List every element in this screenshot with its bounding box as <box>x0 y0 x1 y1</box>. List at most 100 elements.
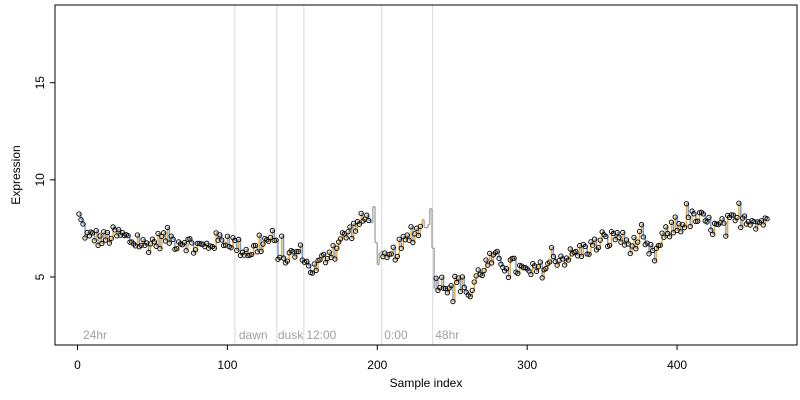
data-point <box>565 257 572 263</box>
data-point <box>509 255 515 262</box>
data-point <box>670 230 676 236</box>
data-point <box>467 293 473 300</box>
data-point <box>249 251 255 258</box>
data-point <box>89 230 96 236</box>
data-point <box>235 236 242 243</box>
data-point <box>528 271 534 278</box>
data-point <box>459 274 466 280</box>
data-point <box>448 282 454 289</box>
data-point <box>635 239 641 245</box>
data-point <box>659 230 665 236</box>
data-point <box>294 248 300 255</box>
data-point <box>532 263 538 269</box>
data-point <box>330 243 336 249</box>
data-point <box>681 225 688 231</box>
data-point <box>548 245 555 251</box>
data-point <box>164 224 171 231</box>
data-point <box>398 245 404 251</box>
data-point <box>633 246 639 252</box>
phase-annotation: 48hr <box>435 328 459 342</box>
phase-annotation: 12:00 <box>306 328 336 342</box>
data-point <box>181 239 187 246</box>
data-point <box>503 266 510 272</box>
data-point <box>554 262 560 268</box>
data-point <box>736 200 742 206</box>
data-point <box>471 279 477 285</box>
data-point <box>134 232 141 238</box>
data-point <box>668 219 675 225</box>
data-point <box>661 234 667 240</box>
phase-annotation: dawn <box>239 328 268 342</box>
data-point <box>586 251 592 257</box>
data-point <box>260 241 266 247</box>
x-tick-label: 100 <box>217 358 237 372</box>
data-point <box>469 287 475 294</box>
data-point <box>198 241 204 247</box>
x-tick-label: 400 <box>667 358 687 372</box>
data-point <box>161 230 167 236</box>
data-point <box>741 213 748 219</box>
data-point <box>417 223 424 230</box>
data-point <box>132 243 139 249</box>
data-point <box>390 244 396 250</box>
data-point <box>496 255 502 261</box>
data-point <box>505 274 512 280</box>
data-point <box>488 260 495 266</box>
data-point <box>404 232 410 238</box>
data-point <box>280 255 287 261</box>
data-point <box>683 201 690 207</box>
data-point <box>704 219 710 225</box>
data-points <box>76 200 770 305</box>
data-point <box>99 240 105 247</box>
data-point <box>309 270 316 276</box>
data-point <box>194 240 201 246</box>
data-point <box>433 275 439 281</box>
data-point <box>101 229 107 235</box>
data-point <box>539 275 545 281</box>
data-point <box>597 237 603 243</box>
data-point <box>228 245 234 251</box>
y-tick-label: 10 <box>33 173 47 187</box>
plot-frame <box>54 4 798 346</box>
y-axis-title: Expression <box>9 145 23 204</box>
data-point <box>326 249 332 255</box>
data-point <box>678 229 684 235</box>
data-point <box>437 284 443 291</box>
data-point <box>102 237 109 243</box>
data-point <box>408 224 414 230</box>
data-point <box>234 247 240 253</box>
data-point <box>254 249 261 255</box>
data-point <box>304 258 310 264</box>
data-point <box>334 245 340 251</box>
data-point <box>82 235 88 241</box>
data-point <box>273 237 279 243</box>
data-point <box>174 246 180 252</box>
phase-annotation: 0:00 <box>384 328 408 342</box>
data-point <box>279 233 285 239</box>
data-point <box>406 237 412 243</box>
data-point <box>78 216 84 223</box>
data-point <box>638 222 645 228</box>
data-point <box>730 212 736 218</box>
data-point <box>112 227 118 233</box>
data-point <box>584 251 590 257</box>
data-point <box>153 243 159 249</box>
data-point <box>170 236 176 242</box>
data-point <box>646 251 652 257</box>
data-point <box>386 251 392 258</box>
data-point <box>155 230 161 237</box>
data-point <box>481 267 487 274</box>
data-point <box>573 248 579 255</box>
data-point <box>578 253 585 259</box>
data-point <box>618 239 624 245</box>
x-tick-label: 300 <box>517 358 537 372</box>
data-point <box>706 214 712 220</box>
data-point <box>76 211 82 217</box>
data-point <box>444 290 451 296</box>
data-point <box>151 239 157 245</box>
data-point <box>657 242 663 248</box>
data-point <box>189 240 195 246</box>
data-point <box>125 232 131 239</box>
phase-annotation: 24hr <box>83 328 107 342</box>
data-point <box>547 259 553 265</box>
